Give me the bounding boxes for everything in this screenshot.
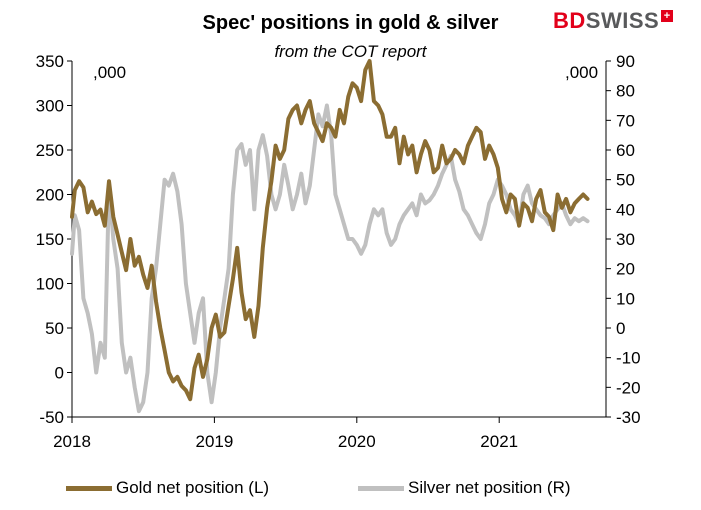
left-tick-label: 350 [36, 52, 64, 71]
x-tick-label: 2020 [338, 432, 376, 451]
right-axis-unit: ,000 [565, 63, 598, 82]
legend-swatch-gold [66, 486, 112, 492]
left-tick-label: 50 [45, 319, 64, 338]
legend-swatch-silver [358, 486, 404, 492]
x-tick-label: 2019 [195, 432, 233, 451]
right-tick-label: -30 [616, 408, 641, 427]
left-tick-label: -50 [39, 408, 64, 427]
series-layer [70, 59, 590, 414]
series-line-gold [70, 59, 590, 402]
right-tick-label: -20 [616, 378, 641, 397]
left-tick-label: 300 [36, 97, 64, 116]
left-axis-unit: ,000 [93, 63, 126, 82]
right-tick-label: 60 [616, 141, 635, 160]
right-tick-label: 50 [616, 171, 635, 190]
left-tick-label: 250 [36, 141, 64, 160]
right-tick-label: 0 [616, 319, 625, 338]
brand-logo: BDSWISS + [553, 8, 674, 34]
x-tick-label: 2021 [480, 432, 518, 451]
right-tick-label: 90 [616, 52, 635, 71]
right-tick-label: 10 [616, 289, 635, 308]
series-line-silver [70, 103, 590, 414]
left-tick-label: 100 [36, 275, 64, 294]
brand-cross-icon: + [661, 10, 674, 22]
legend-item-gold: Gold net position (L) [66, 478, 269, 498]
brand-bd: BD [553, 8, 586, 33]
axes: -50 0 50 100 150 200 250 300 350 -30 -20 -10 0 10 20 30… [36, 52, 641, 451]
x-tick-label: 2018 [53, 432, 91, 451]
left-tick-label: 0 [55, 364, 64, 383]
right-tick-label: 80 [616, 82, 635, 101]
chart-subtitle: from the COT report [274, 42, 427, 61]
legend-label-silver: Silver net position (R) [408, 478, 571, 497]
right-tick-label: 20 [616, 260, 635, 279]
legend-item-silver: Silver net position (R) [358, 478, 571, 498]
legend-label-gold: Gold net position (L) [116, 478, 270, 497]
right-tick-label: 40 [616, 200, 635, 219]
right-tick-label: 70 [616, 111, 635, 130]
right-tick-label: -10 [616, 349, 641, 368]
chart-title: Spec' positions in gold & silver [202, 12, 499, 34]
right-tick-label: 30 [616, 230, 635, 249]
left-tick-label: 150 [36, 230, 64, 249]
brand-swiss: SWISS [585, 8, 660, 33]
left-tick-label: 200 [36, 186, 64, 205]
